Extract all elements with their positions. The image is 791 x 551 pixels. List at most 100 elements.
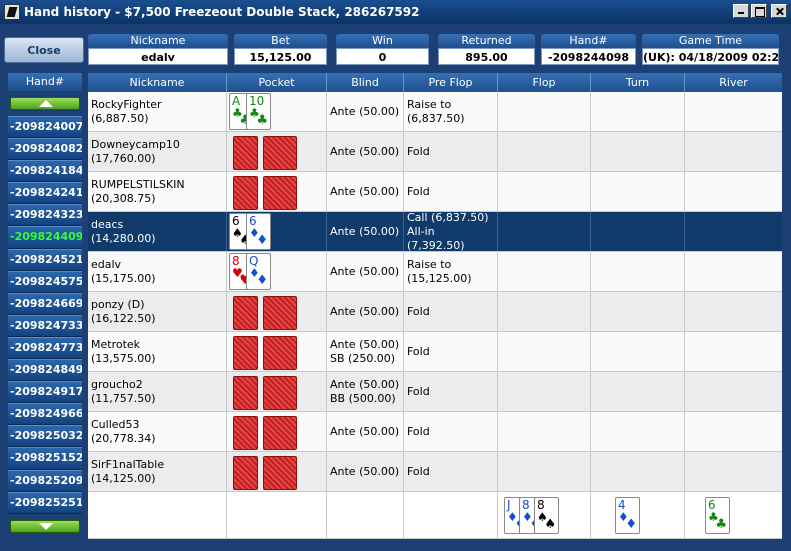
blind-text: Ante (50.00) bbox=[330, 304, 400, 318]
hand-list-item[interactable]: -2098241842 bbox=[8, 160, 82, 183]
header-label: Game Time bbox=[642, 34, 779, 48]
preflop-cell: Fold bbox=[404, 412, 498, 451]
preflop-cell: Raise to (15,125.00) bbox=[404, 252, 498, 291]
close-button[interactable]: Close bbox=[4, 37, 84, 63]
nickname-cell: RUMPELSTILSKIN (20,308.75) bbox=[88, 172, 227, 211]
column-nickname: Nickname bbox=[88, 73, 227, 92]
pocket-cell bbox=[227, 292, 327, 331]
player-stack: (16,122.50) bbox=[91, 311, 156, 325]
card-back bbox=[233, 136, 258, 170]
hand-list-item[interactable]: -2098247330 bbox=[8, 314, 82, 337]
header-nickname: Nickname edalv bbox=[88, 34, 228, 66]
minimize-button[interactable] bbox=[733, 4, 749, 18]
board-pocket-cell bbox=[227, 492, 327, 538]
header-value: -2098244098 bbox=[541, 48, 636, 65]
player-stack: (6,887.50) bbox=[91, 111, 149, 125]
turn-cell bbox=[591, 172, 685, 211]
card-rank: 10 bbox=[249, 94, 265, 108]
card-suit-icon: ♦ bbox=[249, 226, 260, 240]
header-bet: Bet 15,125.00 bbox=[234, 34, 327, 66]
turn-cell bbox=[591, 252, 685, 291]
turn-cell bbox=[591, 92, 685, 131]
hand-list: -2098240073-2098240821-2098241842-209824… bbox=[8, 116, 82, 514]
playing-card: 6 ♣ ♣ bbox=[705, 496, 730, 534]
river-cell bbox=[685, 212, 782, 251]
blind-cell: Ante (50.00) BB (500.00) bbox=[327, 372, 404, 411]
table-body: RockyFighter(6,887.50)A♣♣10♣♣Ante (50.00… bbox=[88, 92, 782, 492]
header-label: Bet bbox=[234, 34, 327, 48]
card-back bbox=[263, 376, 297, 410]
table-row[interactable]: Culled53 (20,778.34) Ante (50.00) Fold bbox=[88, 412, 782, 452]
flop-cell bbox=[498, 92, 591, 131]
card-pip-icon: ♣ bbox=[715, 516, 727, 532]
board-row: J♦♦8♦♦8♠♠ 4♦♦ 6♣♣ bbox=[88, 492, 782, 539]
app-icon[interactable] bbox=[4, 4, 20, 20]
table-row[interactable]: Downeycamp10 (17,760.00) Ante (50.00) Fold bbox=[88, 132, 782, 172]
card-suit-icon: ♥ bbox=[232, 266, 243, 280]
hand-list-item[interactable]: -2098240073 bbox=[8, 116, 82, 139]
hand-list-item[interactable]: -2098249175 bbox=[8, 381, 82, 404]
card-suit-icon: ♣ bbox=[249, 106, 260, 120]
pocket-cell: A♣♣10♣♣ bbox=[227, 92, 327, 131]
hand-list-item[interactable]: -2098252090 bbox=[8, 469, 82, 492]
nickname-cell: SirF1nalTable (14,125.00) bbox=[88, 452, 227, 491]
table-row[interactable]: RUMPELSTILSKIN (20,308.75) Ante (50.00) Fol… bbox=[88, 172, 782, 212]
nickname-cell: groucho2 (11,757.50) bbox=[88, 372, 227, 411]
player-stack: (20,778.34) bbox=[91, 431, 156, 445]
close-window-button[interactable] bbox=[771, 4, 787, 18]
preflop-cell: Fold bbox=[404, 292, 498, 331]
hand-list-item[interactable]: -2098252515 bbox=[8, 491, 82, 514]
blind-text: Ante (50.00) bbox=[330, 377, 400, 391]
table-row[interactable]: edalv(15,175.00)8♥♥Q♦♦Ante (50.00)Raise … bbox=[88, 252, 782, 292]
board-preflop-cell bbox=[404, 492, 498, 538]
board-turn-cell: 4 ♦ ♦ bbox=[591, 492, 685, 538]
blind-text: Ante (50.00) bbox=[330, 337, 400, 351]
maximize-button[interactable] bbox=[751, 4, 767, 18]
card-pip-icon: ♣ bbox=[239, 114, 251, 127]
hand-list-item[interactable]: -2098251520 bbox=[8, 447, 82, 470]
header-value: (UK): 04/18/2009 02:29 bbox=[642, 48, 779, 65]
blind-cell: Ante (50.00) bbox=[327, 412, 404, 451]
preflop-cell: Call (6,837.50) All-in (7,392.50) bbox=[404, 212, 498, 251]
table-row[interactable]: deacs(14,280.00)6♠♠6♦♦Ante (50.00)Call (… bbox=[88, 212, 782, 252]
card-pip-icon: ♥ bbox=[239, 274, 251, 287]
table-header: Nickname Pocket Blind Pre Flop Flop Turn… bbox=[88, 73, 782, 92]
table-row[interactable]: groucho2 (11,757.50) Ante (50.00) BB (500.0… bbox=[88, 372, 782, 412]
table-row[interactable]: SirF1nalTable (14,125.00) Ante (50.00) Fold bbox=[88, 452, 782, 492]
hand-list-item[interactable]: -2098246694 bbox=[8, 292, 82, 315]
hand-list-item[interactable]: -2098248490 bbox=[8, 359, 82, 382]
card-rank: 8 bbox=[537, 497, 545, 512]
hand-list-item[interactable]: -2098245759 bbox=[8, 270, 82, 293]
hand-list-item[interactable]: -2098250324 bbox=[8, 425, 82, 448]
playing-card: 6 ♦ ♦ bbox=[246, 213, 271, 250]
hand-list-item[interactable]: -2098245210 bbox=[8, 248, 82, 271]
scroll-down-button[interactable] bbox=[10, 520, 80, 533]
river-cell bbox=[685, 292, 782, 331]
hand-list-item[interactable]: -2098247730 bbox=[8, 336, 82, 360]
nickname-cell: Metrotek (13,575.00) bbox=[88, 332, 227, 371]
table-row[interactable]: RockyFighter(6,887.50)A♣♣10♣♣Ante (50.00… bbox=[88, 92, 782, 132]
hand-list-header: Hand# bbox=[8, 73, 82, 91]
river-cell bbox=[685, 92, 782, 131]
hand-list-item[interactable]: -2098249660 bbox=[8, 403, 82, 426]
card-pip-icon: ♣ bbox=[256, 113, 268, 128]
hand-list-item[interactable]: -2098244098 bbox=[8, 226, 82, 249]
hand-list-item[interactable]: -2098242410 bbox=[8, 182, 82, 205]
player-stack: (15,175.00) bbox=[91, 271, 156, 285]
card-back bbox=[263, 456, 297, 490]
nickname-cell: Culled53 (20,778.34) bbox=[88, 412, 227, 451]
scroll-up-button[interactable] bbox=[10, 97, 80, 110]
title-bar: Hand history - $7,500 Freezeout Double S… bbox=[0, 0, 791, 24]
card-rank: 8 bbox=[522, 497, 530, 512]
turn-cell bbox=[591, 372, 685, 411]
flop-cell bbox=[498, 372, 591, 411]
player-name: groucho2 bbox=[91, 377, 143, 391]
header-label: Win bbox=[336, 34, 429, 48]
hand-list-item[interactable]: -2098240821 bbox=[8, 138, 82, 161]
table-row[interactable]: ponzy (D) (16,122.50) Ante (50.00) Fold bbox=[88, 292, 782, 332]
header-hand-number: Hand# -2098244098 bbox=[541, 34, 636, 66]
table-row[interactable]: Metrotek (13,575.00) Ante (50.00) SB (250.0… bbox=[88, 332, 782, 372]
column-blind: Blind bbox=[327, 73, 404, 92]
hand-list-item[interactable]: -2098243233 bbox=[8, 204, 82, 227]
board-nick-cell bbox=[88, 492, 227, 538]
